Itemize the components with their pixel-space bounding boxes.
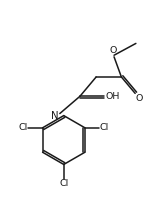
Text: Cl: Cl [59, 179, 68, 188]
Text: N: N [51, 111, 59, 121]
Text: Cl: Cl [18, 123, 28, 132]
Text: OH: OH [105, 92, 120, 101]
Text: O: O [110, 46, 117, 55]
Text: Cl: Cl [100, 123, 109, 132]
Text: O: O [136, 94, 143, 103]
